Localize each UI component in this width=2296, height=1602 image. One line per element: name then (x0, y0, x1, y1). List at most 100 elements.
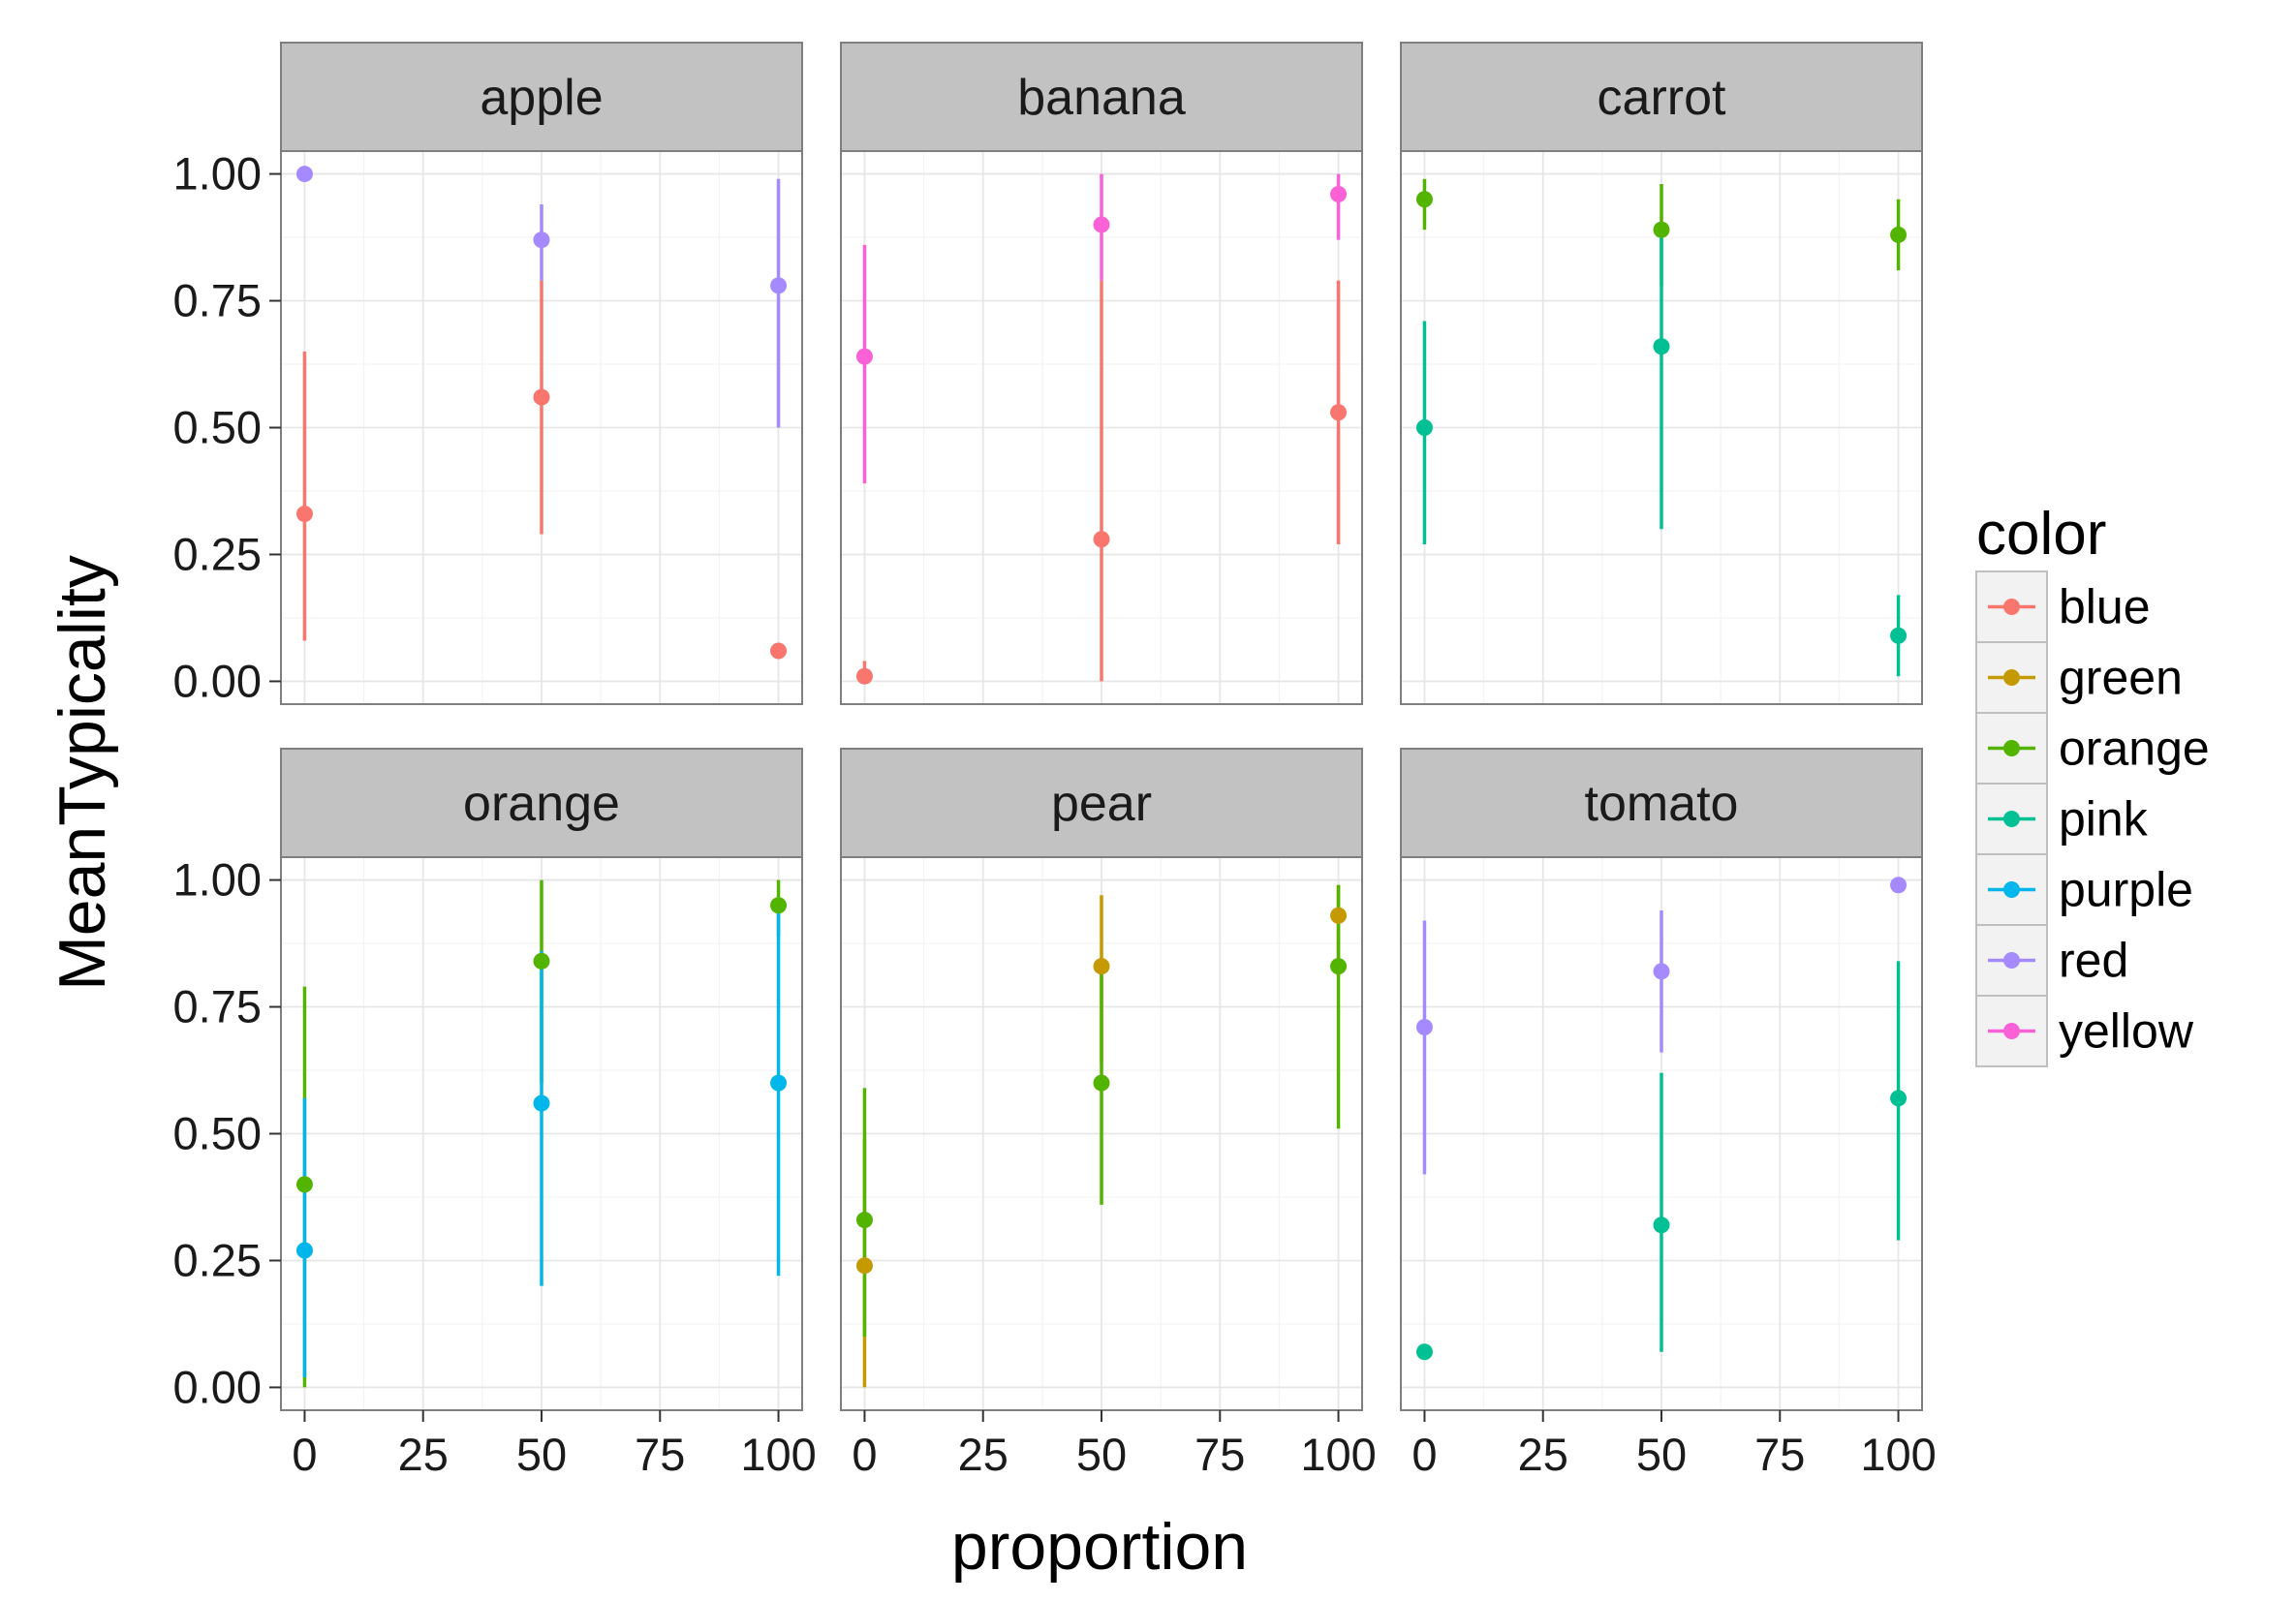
legend-entry-pink: pink (1975, 783, 2149, 855)
y-tick-label: 0.75 (173, 981, 262, 1032)
facet-title: orange (463, 776, 620, 832)
data-marks (1415, 877, 1908, 1361)
facet-title: tomato (1585, 776, 1739, 832)
facet-title: carrot (1598, 70, 1726, 126)
panel-border (840, 150, 1363, 705)
point-orange (770, 897, 788, 914)
y-axis-title: MeanTypicality (46, 555, 119, 991)
y-tick-label: 0.50 (173, 1108, 262, 1159)
point-blue (295, 506, 313, 523)
point-yellow (855, 348, 873, 365)
x-tick-label: 0 (292, 1429, 317, 1480)
legend-entry-blue: blue (1975, 570, 2151, 643)
point-blue (1093, 531, 1110, 548)
point-pink (1415, 419, 1433, 436)
point-pink (1653, 338, 1670, 355)
point-pink (1890, 1090, 1908, 1107)
facet-banana: banana (840, 42, 1363, 705)
facet-pear: pear (840, 748, 1363, 1411)
point-orange (1093, 1074, 1110, 1092)
legend-label: orange (2059, 722, 2210, 776)
data-marks (1415, 178, 1908, 677)
point-orange (533, 952, 550, 970)
legend-label: purple (2059, 863, 2193, 917)
facet-title: pear (1051, 776, 1152, 832)
legend-entry-yellow: yellow (1975, 995, 2194, 1067)
point-green (855, 1257, 873, 1275)
panel-border (1400, 150, 1923, 705)
legend-key-point (2003, 811, 2020, 827)
x-tick-label: 25 (398, 1429, 449, 1480)
data-marks (295, 879, 788, 1388)
legend-entry-red: red (1975, 924, 2128, 997)
y-tick-label: 0.50 (173, 402, 262, 453)
x-tick-label: 0 (1412, 1429, 1437, 1480)
x-tick-label: 25 (958, 1429, 1008, 1480)
facet-panels: apple banana carrot orange pear tomato (280, 42, 1923, 1411)
facet-title: banana (1017, 70, 1186, 126)
point-red (533, 231, 550, 249)
y-tick-label: 0.25 (173, 528, 262, 579)
x-tick-label: 100 (1300, 1429, 1376, 1480)
point-yellow (1330, 186, 1348, 203)
point-yellow (1093, 216, 1110, 233)
legend-label: green (2059, 651, 2183, 705)
x-tick-label: 75 (1754, 1429, 1805, 1480)
point-pink (1415, 1343, 1433, 1361)
legend-entry-green: green (1975, 641, 2183, 714)
point-green (1093, 958, 1110, 975)
point-orange (1890, 226, 1908, 243)
point-red (1653, 963, 1670, 980)
legend-label: red (2059, 934, 2128, 988)
point-blue (1330, 404, 1348, 421)
x-tick-label: 50 (1636, 1429, 1687, 1480)
point-pink (1890, 627, 1908, 644)
point-red (295, 166, 313, 183)
legend-key-point (2003, 740, 2020, 756)
y-tick-label: 0.00 (173, 655, 262, 706)
point-red (1415, 1018, 1433, 1035)
facet-apple: apple (280, 42, 803, 705)
legend-key-point (2003, 669, 2020, 686)
facet-orange: orange (280, 748, 803, 1411)
point-red (1890, 877, 1908, 894)
y-tick-label: 1.00 (173, 148, 262, 200)
point-pink (1653, 1217, 1670, 1234)
facet-strip (280, 748, 803, 858)
point-orange (1653, 221, 1670, 238)
point-green (1330, 907, 1348, 924)
legend-key-point (2003, 952, 2020, 969)
legend-label: blue (2059, 580, 2151, 634)
x-tick-label: 75 (635, 1429, 685, 1480)
legend-label: yellow (2059, 1004, 2194, 1059)
legend-key-point (2003, 599, 2020, 615)
x-tick-label: 50 (1076, 1429, 1127, 1480)
point-blue (770, 642, 788, 660)
data-marks (855, 173, 1348, 685)
legend-title: color (1976, 501, 2106, 568)
data-marks (295, 166, 788, 660)
y-tick-label: 0.25 (173, 1234, 262, 1285)
point-purple (295, 1242, 313, 1259)
y-tick-label: 1.00 (173, 854, 262, 906)
axes: 0.00 0.25 0.50 0.75 1.00 0.00 0.25 0.50 0.75 1.00… (173, 148, 1937, 1480)
legend-entry-purple: purple (1975, 853, 2193, 926)
x-axis-title: proportion (951, 1510, 1248, 1584)
point-purple (533, 1094, 550, 1112)
point-orange (1415, 191, 1433, 208)
y-tick-label: 0.00 (173, 1361, 262, 1412)
point-orange (295, 1176, 313, 1193)
legend-key-point (2003, 1023, 2020, 1039)
data-marks (855, 884, 1348, 1388)
point-blue (855, 667, 873, 685)
facet-strip (280, 42, 803, 152)
point-blue (533, 388, 550, 406)
x-tick-label: 0 (852, 1429, 877, 1480)
point-orange (1330, 958, 1348, 975)
x-tick-label: 25 (1518, 1429, 1568, 1480)
facet-carrot: carrot (1400, 42, 1923, 705)
x-tick-label: 100 (1860, 1429, 1936, 1480)
x-tick-label: 50 (516, 1429, 567, 1480)
y-tick-label: 0.75 (173, 275, 262, 326)
